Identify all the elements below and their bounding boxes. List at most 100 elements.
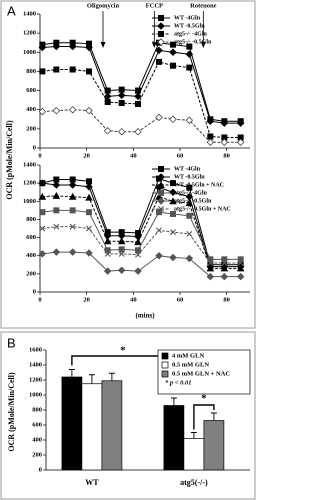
error-bar	[88, 374, 95, 384]
legend-label: atg5-/- -0.5Gln	[174, 198, 212, 204]
data-point	[236, 119, 245, 127]
y-tick-label: 400	[26, 106, 36, 113]
data-point	[69, 223, 76, 230]
significance: *	[120, 345, 126, 357]
data-point	[104, 250, 111, 257]
y-tick-label: 1600	[29, 346, 42, 353]
x-axis-label: (mins)	[135, 312, 155, 320]
data-point	[134, 100, 141, 107]
x-tick-label: 20	[83, 152, 90, 159]
data-point	[206, 264, 215, 272]
data-point	[206, 117, 215, 125]
legend-marker	[157, 165, 164, 172]
data-point	[85, 43, 93, 52]
legend-label: atg5-/- -4Gln	[174, 190, 207, 196]
legend-label: WT -0.5Gln	[174, 174, 205, 180]
data-point	[69, 207, 76, 214]
error-bar	[68, 369, 75, 377]
panel-frame	[0, 0, 256, 329]
data-point	[169, 180, 176, 187]
data-point	[169, 115, 177, 124]
data-point	[39, 68, 46, 75]
data-point	[103, 267, 112, 275]
data-point	[236, 264, 245, 272]
bar	[163, 405, 185, 471]
data-point	[85, 183, 93, 191]
data-point	[85, 249, 93, 257]
legend-marker	[157, 38, 165, 46]
y-tick-label: 800	[26, 216, 36, 223]
data-point	[169, 197, 177, 205]
data-point	[185, 199, 194, 207]
legend-marker	[157, 14, 164, 21]
data-point	[221, 256, 228, 263]
legend-label: WT -0.5Gln + NAC	[174, 182, 224, 188]
data-point	[185, 254, 194, 263]
legend-marker	[157, 189, 164, 196]
x-tick-label: 60	[177, 152, 184, 159]
y-axis-label: OCR (pMole/Min/Cell)	[5, 120, 14, 200]
arrow-head	[100, 42, 106, 48]
bar	[61, 376, 83, 471]
bar	[183, 438, 205, 471]
y-tick-label: 1000	[23, 49, 36, 56]
data-point	[68, 181, 77, 189]
data-point	[117, 266, 126, 274]
data-point	[207, 133, 214, 140]
data-point	[86, 209, 93, 216]
data-point	[186, 184, 193, 191]
y-tick-label: 0	[39, 466, 42, 473]
x-tick-label: 80	[223, 296, 230, 303]
page: {"chart_data": [ {"type": "line", "panel…	[0, 0, 256, 500]
data-point	[186, 212, 193, 219]
legend-label: atg5-/- -0.5Gln	[174, 39, 212, 45]
bracket	[193, 404, 215, 430]
x-tick-label: 0	[38, 296, 41, 303]
arrow-head	[151, 42, 157, 48]
data-point	[118, 246, 125, 253]
y-tick-label: 600	[26, 234, 36, 241]
data-point	[52, 42, 61, 51]
data-point	[103, 127, 112, 135]
x-tick-label: atg5(-/-)	[180, 478, 208, 487]
data-point	[135, 251, 141, 258]
panel-label: B	[7, 335, 16, 350]
data-point	[155, 113, 163, 122]
annotation: Oligomycin	[87, 2, 120, 9]
annotation: FCCP	[146, 2, 163, 9]
data-point	[86, 68, 93, 75]
y-tick-label: 1400	[29, 361, 42, 368]
y-tick-label: 0	[33, 288, 36, 295]
bar	[203, 420, 225, 471]
legend-swatch	[161, 370, 169, 378]
y-tick-label: 600	[32, 421, 42, 428]
y-tick-label: 800	[26, 68, 36, 75]
data-point	[156, 227, 162, 234]
data-point	[236, 138, 245, 147]
data-point	[134, 127, 142, 136]
data-point	[38, 179, 47, 187]
data-point	[117, 237, 126, 245]
data-point	[169, 188, 177, 196]
bar	[81, 383, 103, 471]
data-point	[134, 267, 142, 275]
y-tick-label: 400	[26, 252, 36, 259]
data-point	[86, 225, 92, 232]
y-tick-label: 600	[26, 87, 36, 94]
legend-label: 0.5 mM GLN	[172, 361, 209, 368]
legend-marker	[157, 22, 165, 30]
x-tick-label: 40	[130, 296, 137, 303]
data-point	[220, 119, 229, 127]
y-axis-label: OCR (pMole/Min/Cell)	[7, 372, 16, 452]
y-tick-label: 1200	[29, 376, 42, 383]
legend-label: WT -4Gln	[174, 15, 201, 21]
data-point	[53, 223, 60, 230]
data-point	[118, 250, 125, 257]
data-point	[186, 43, 193, 50]
data-point	[169, 253, 177, 262]
x-tick-label: 20	[83, 296, 90, 303]
legend-marker	[157, 181, 165, 189]
data-point	[38, 43, 47, 52]
y-tick-label: 1200	[23, 30, 36, 37]
data-point	[207, 259, 214, 266]
